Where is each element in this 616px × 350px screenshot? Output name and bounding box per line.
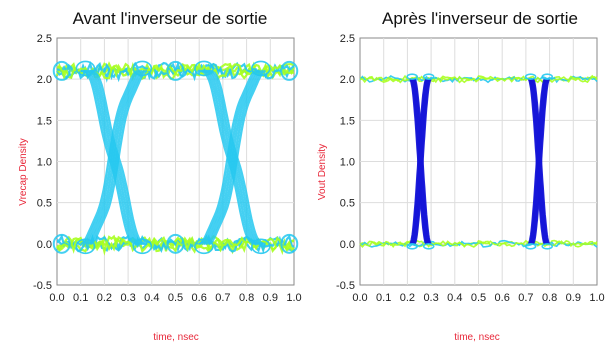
falling-edge-trace xyxy=(414,78,432,245)
x-tick-label: 0.9 xyxy=(566,292,581,304)
x-tick-label: 0.9 xyxy=(263,292,278,304)
x-tick-label: 0.2 xyxy=(400,292,415,304)
y-tick-label: 2.5 xyxy=(37,33,52,45)
y-tick-label: 2.5 xyxy=(340,33,355,45)
falling-edge-trace xyxy=(530,78,549,245)
overshoot-cluster xyxy=(194,238,214,255)
low-level-trace xyxy=(359,239,598,249)
falling-edge-trace xyxy=(206,69,264,245)
falling-edge-trace xyxy=(201,69,259,245)
chart-title: Après l'inverseur de sortie xyxy=(382,9,578,28)
x-tick-label: 0.5 xyxy=(168,292,183,304)
chart-title: Avant l'inverseur de sortie xyxy=(73,9,268,28)
overshoot-cluster xyxy=(406,73,418,80)
overshoot-cluster xyxy=(251,238,271,255)
falling-edge-trace xyxy=(85,69,143,245)
ringing-cluster xyxy=(280,233,299,254)
overshoot-cluster xyxy=(132,238,153,255)
overshoot-cluster xyxy=(75,238,96,255)
low-level-trace xyxy=(56,236,295,256)
x-tick-label: 0.4 xyxy=(144,292,159,304)
chart-apres-inverseur: Après l'inverseur de sortie Vout Density… xyxy=(317,9,605,343)
x-tick-label: 0.7 xyxy=(215,292,230,304)
y-tick-label: 0.5 xyxy=(37,198,52,210)
y-tick-label: 1.0 xyxy=(37,157,52,169)
overshoot-cluster xyxy=(406,243,418,250)
falling-edge-trace xyxy=(528,78,547,245)
falling-edge-trace xyxy=(203,69,261,245)
ringing-cluster xyxy=(52,233,71,254)
x-tick-label: 0.5 xyxy=(471,292,486,304)
x-tick-label: 0.4 xyxy=(447,292,462,304)
overshoot-cluster xyxy=(541,243,554,250)
y-tick-label: 1.5 xyxy=(340,115,355,127)
y-axis-label: Vout Density xyxy=(317,144,328,200)
x-tick-label: 0.6 xyxy=(192,292,207,304)
y-tick-label: 2.0 xyxy=(37,74,52,86)
overshoot-cluster xyxy=(524,243,537,250)
y-tick-label: 0.0 xyxy=(37,239,52,251)
falling-edge-trace xyxy=(80,69,138,245)
y-tick-label: -0.5 xyxy=(33,280,52,292)
falling-edge-trace xyxy=(90,69,148,245)
falling-edge-trace xyxy=(208,69,266,245)
x-tick-label: 0.6 xyxy=(495,292,510,304)
falling-edge-trace xyxy=(199,69,257,245)
x-axis-label: time, nsec xyxy=(454,332,500,343)
x-tick-label: 0.8 xyxy=(542,292,557,304)
x-tick-label: 0.2 xyxy=(97,292,112,304)
x-tick-label: 1.0 xyxy=(286,292,301,304)
overshoot-cluster xyxy=(132,60,153,77)
falling-edge-trace xyxy=(410,78,428,245)
x-tick-label: 0.7 xyxy=(518,292,533,304)
overshoot-cluster xyxy=(251,60,271,77)
y-tick-label: 0.0 xyxy=(340,239,355,251)
y-tick-label: 1.0 xyxy=(340,157,355,169)
falling-edge-trace xyxy=(83,69,140,245)
falling-edge-trace xyxy=(532,78,551,245)
x-tick-label: 0.3 xyxy=(120,292,135,304)
high-level-trace xyxy=(359,75,598,84)
overshoot-cluster xyxy=(541,73,554,80)
falling-edge-trace xyxy=(412,78,430,245)
x-axis-label: time, nsec xyxy=(153,332,199,343)
x-tick-label: 0.1 xyxy=(73,292,88,304)
high-level-trace xyxy=(56,60,295,83)
y-tick-label: 1.5 xyxy=(37,115,52,127)
chart-avant-inverseur: Avant l'inverseur de sortie Vrecap Densi… xyxy=(18,9,302,343)
overshoot-cluster xyxy=(422,73,435,80)
x-tick-label: 0.0 xyxy=(49,292,64,304)
ringing-cluster xyxy=(280,60,299,81)
ringing-cluster xyxy=(52,60,71,81)
overshoot-cluster xyxy=(422,243,435,250)
y-axis-label: Vrecap Density xyxy=(18,138,29,205)
ringing-cluster xyxy=(166,60,185,81)
y-tick-label: 0.5 xyxy=(340,198,355,210)
high-level-trace xyxy=(359,75,598,84)
falling-edge-trace xyxy=(87,69,145,245)
x-tick-label: 1.0 xyxy=(589,292,604,304)
overshoot-cluster xyxy=(75,60,96,77)
overshoot-cluster xyxy=(194,60,214,77)
y-tick-label: 2.0 xyxy=(340,74,355,86)
ringing-cluster xyxy=(166,233,185,254)
x-tick-label: 0.3 xyxy=(423,292,438,304)
x-tick-label: 0.0 xyxy=(352,292,367,304)
x-tick-label: 0.8 xyxy=(239,292,254,304)
y-tick-label: -0.5 xyxy=(336,280,355,292)
overshoot-cluster xyxy=(524,73,537,80)
x-tick-label: 0.1 xyxy=(376,292,391,304)
